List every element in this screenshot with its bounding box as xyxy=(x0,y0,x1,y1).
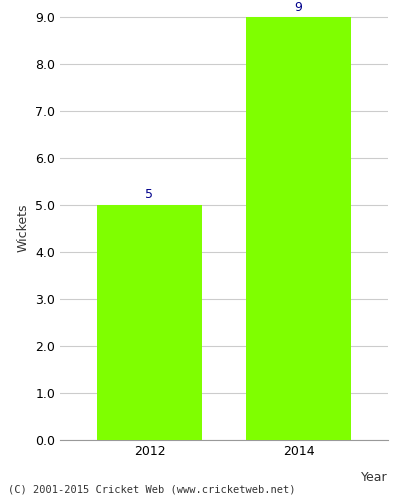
Text: Year: Year xyxy=(361,470,388,484)
Bar xyxy=(97,205,202,440)
Text: (C) 2001-2015 Cricket Web (www.cricketweb.net): (C) 2001-2015 Cricket Web (www.cricketwe… xyxy=(8,485,296,495)
Text: 5: 5 xyxy=(146,188,154,202)
Text: 9: 9 xyxy=(295,0,302,14)
Bar xyxy=(246,18,351,440)
Y-axis label: Wickets: Wickets xyxy=(16,203,30,252)
